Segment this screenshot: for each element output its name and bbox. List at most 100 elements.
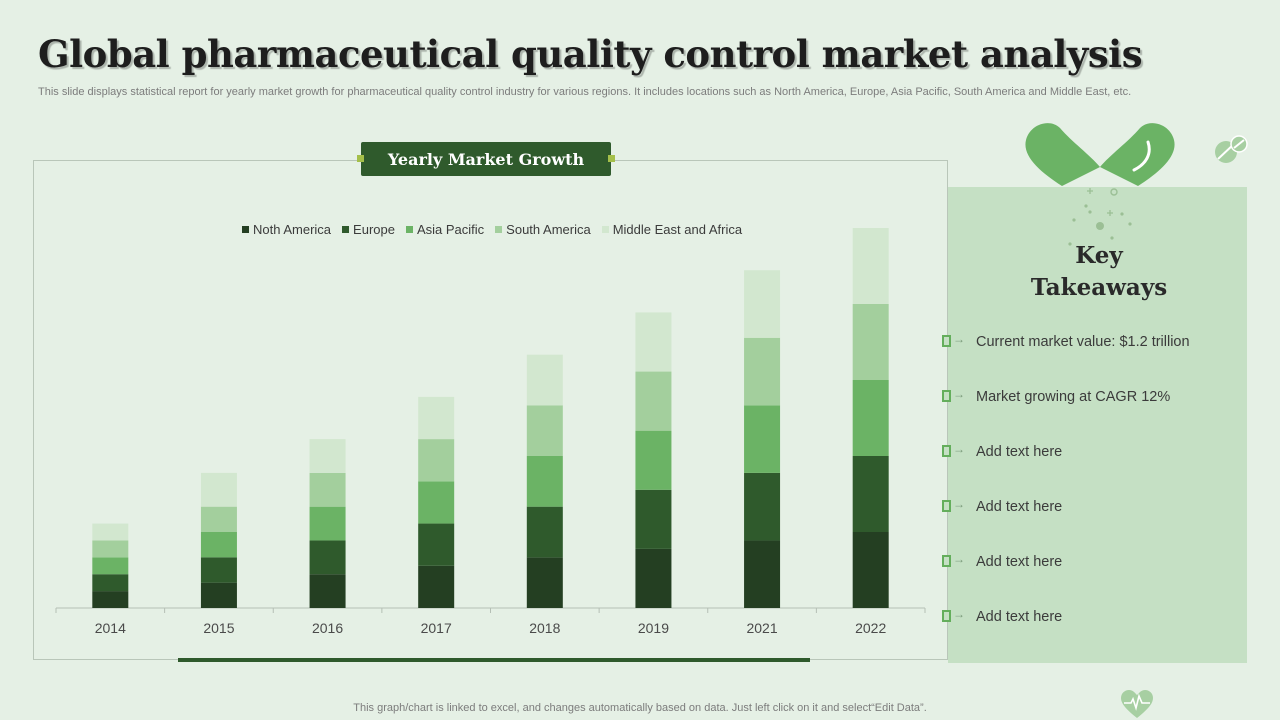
bar-segment[interactable] [635, 548, 672, 608]
bullet-arrow-icon: → [942, 497, 970, 515]
bar-segment[interactable] [92, 523, 129, 541]
bar-segment[interactable] [852, 456, 889, 532]
bar-segment[interactable] [418, 396, 455, 440]
bar-segment[interactable] [418, 481, 455, 524]
badge-left-dot [357, 155, 364, 162]
bar-segment[interactable] [418, 439, 455, 482]
bar-segment[interactable] [309, 574, 346, 608]
bar-segment[interactable] [92, 591, 129, 608]
badge-right-dot [608, 155, 615, 162]
bar-segment[interactable] [526, 354, 563, 406]
takeaway-text: Add text here [976, 444, 1063, 460]
bar-segment[interactable] [309, 506, 346, 541]
bullet-arrow-icon: → [942, 607, 970, 625]
takeaway-item: → Add text here [942, 552, 1062, 572]
legend-label: Noth America [253, 222, 332, 237]
bar-segment[interactable] [852, 380, 889, 456]
key-takeaways-heading-line2: Takeaways [1030, 274, 1168, 301]
takeaway-text: Market growing at CAGR 12% [976, 389, 1171, 405]
bar-segment[interactable] [309, 472, 346, 507]
capsule-pills-icon [1215, 135, 1248, 163]
bullet-arrow-icon: → [942, 387, 970, 405]
bar-segment[interactable] [92, 540, 129, 558]
takeaway-text: Add text here [976, 499, 1063, 515]
legend-swatch [405, 226, 413, 233]
chart-title-badge: Yearly Market Growth [357, 142, 615, 176]
bar-segment[interactable] [309, 439, 346, 473]
legend-item: South America [495, 222, 591, 237]
x-tick-label: 2016 [312, 620, 343, 636]
chart-bottom-accent-bar [178, 658, 810, 662]
legend-label: Europe [353, 222, 395, 237]
takeaway-item: → Current market value: $1.2 trillion [942, 332, 1190, 352]
bar-segment[interactable] [744, 337, 781, 406]
chart-legend: Noth America Europe Asia Pacific South Amer… [242, 222, 742, 237]
page-subtitle: This slide displays statistical report f… [38, 86, 1132, 98]
bar-segment[interactable] [744, 472, 781, 541]
legend-item: Asia Pacific [405, 222, 485, 237]
sparkle-dots-icon [1068, 188, 1132, 246]
bar-segment[interactable] [200, 506, 237, 532]
legend-label: Middle East and Africa [612, 222, 743, 237]
takeaway-text: Current market value: $1.2 trillion [976, 334, 1190, 350]
bar-segment[interactable] [635, 489, 672, 549]
bar-segment[interactable] [852, 532, 889, 608]
legend-item: Noth America [242, 222, 331, 237]
takeaway-text: Add text here [976, 609, 1063, 625]
bar-segment[interactable] [635, 312, 672, 372]
bar-segment[interactable] [852, 228, 889, 304]
takeaway-item: → Add text here [942, 497, 1062, 517]
x-tick-label: 2015 [203, 620, 234, 636]
x-tick-label: 2021 [746, 620, 777, 636]
takeaway-item: → Add text here [942, 607, 1062, 627]
legend-swatch [495, 226, 503, 233]
x-tick-label: 2022 [855, 620, 886, 636]
key-takeaways-panel [948, 187, 1247, 663]
legend-label: Asia Pacific [416, 222, 485, 237]
bar-segment[interactable] [744, 270, 781, 338]
bar-segment[interactable] [92, 574, 129, 592]
bullet-arrow-icon: → [942, 552, 970, 570]
bar-segment[interactable] [852, 304, 889, 380]
bar-segment[interactable] [418, 565, 455, 608]
bar-segment[interactable] [526, 506, 563, 558]
bar-segment[interactable] [200, 532, 237, 558]
bar-segment[interactable] [92, 557, 129, 575]
bar-segment[interactable] [526, 557, 563, 608]
x-tick-label: 2019 [638, 620, 669, 636]
takeaway-item: → Market growing at CAGR 12% [942, 387, 1170, 407]
chart-title: Yearly Market Growth [387, 149, 585, 169]
bar-segment[interactable] [309, 540, 346, 575]
bar-segment[interactable] [526, 456, 563, 507]
pill-hearts-icon [1025, 123, 1175, 186]
x-tick-label: 2017 [421, 620, 452, 636]
bar-segment[interactable] [744, 540, 781, 608]
bar-segment[interactable] [200, 582, 237, 608]
x-tick-label: 2018 [529, 620, 560, 636]
legend-item: Middle East and Africa [601, 222, 743, 237]
bar-segment[interactable] [418, 523, 455, 566]
bar-segment[interactable] [744, 405, 781, 473]
x-tick-label: 2014 [95, 620, 126, 636]
legend-item: Europe [342, 222, 395, 237]
key-takeaways-heading: Key Takeaways [948, 240, 1250, 304]
chart-frame [33, 160, 948, 660]
bullet-arrow-icon: → [942, 332, 970, 350]
bar-segment[interactable] [200, 472, 237, 507]
footer-note: This graph/chart is linked to excel, and… [353, 702, 927, 714]
takeaway-text: Add text here [976, 554, 1063, 570]
bar-segment[interactable] [635, 371, 672, 431]
heartbeat-icon [1121, 690, 1153, 718]
legend-label: South America [506, 222, 591, 237]
bar-segment[interactable] [635, 430, 672, 490]
legend-swatch [601, 226, 609, 233]
bar-segment[interactable] [526, 405, 563, 456]
bullet-arrow-icon: → [942, 442, 970, 460]
legend-swatch [242, 226, 249, 233]
page-title: Global pharmaceutical quality control ma… [38, 32, 1143, 76]
bar-segment[interactable] [200, 557, 237, 583]
takeaway-item: → Add text here [942, 442, 1062, 462]
legend-swatch [342, 226, 350, 233]
key-takeaways-heading-line1: Key [1075, 242, 1123, 269]
